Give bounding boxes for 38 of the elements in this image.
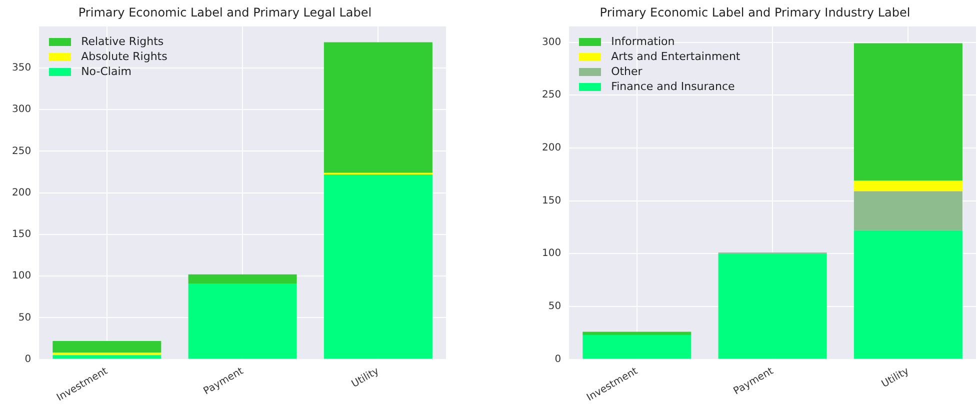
legend-label: Finance and Insurance — [611, 79, 735, 94]
y-tick-label: 200 — [12, 187, 32, 198]
y-tick-label: 150 — [12, 229, 32, 240]
bar — [854, 180, 962, 192]
y-tick-label: 300 — [542, 36, 562, 48]
y-tick-label: 200 — [542, 142, 562, 154]
bar — [324, 174, 432, 359]
chart-title: Primary Economic Label and Primary Industry Label — [600, 5, 910, 20]
y-tick-label: 50 — [548, 301, 562, 312]
bar — [188, 284, 297, 359]
bar — [52, 352, 162, 356]
y-tick-label: 100 — [12, 270, 32, 282]
y-tick-label: 300 — [12, 104, 32, 116]
bar — [52, 355, 162, 359]
bar — [52, 340, 162, 353]
legend-label: Other — [611, 64, 642, 80]
chart-title: Primary Economic Label and Primary Legal Label — [78, 5, 372, 20]
y-tick-label: 0 — [24, 354, 32, 365]
bar — [582, 332, 692, 335]
legend-label: Relative Rights — [81, 34, 164, 50]
bar — [854, 191, 962, 230]
legend-label: Absolute Rights — [81, 49, 168, 64]
bar — [718, 254, 827, 359]
y-tick-label: 350 — [12, 62, 32, 74]
legend-label: Arts and Entertainment — [611, 49, 740, 64]
y-tick-label: 150 — [542, 195, 562, 206]
y-tick-label: 50 — [18, 312, 32, 324]
legend-label: No-Claim — [81, 64, 132, 80]
y-tick-label: 100 — [542, 248, 562, 260]
bar — [188, 274, 297, 284]
bar — [324, 42, 432, 173]
y-tick-label: 250 — [542, 90, 562, 101]
legend-label: Information — [611, 34, 675, 50]
bar — [582, 334, 692, 359]
y-tick-label: 0 — [554, 354, 562, 365]
bar — [854, 230, 962, 359]
bar — [854, 43, 962, 181]
y-tick-label: 250 — [12, 146, 32, 157]
